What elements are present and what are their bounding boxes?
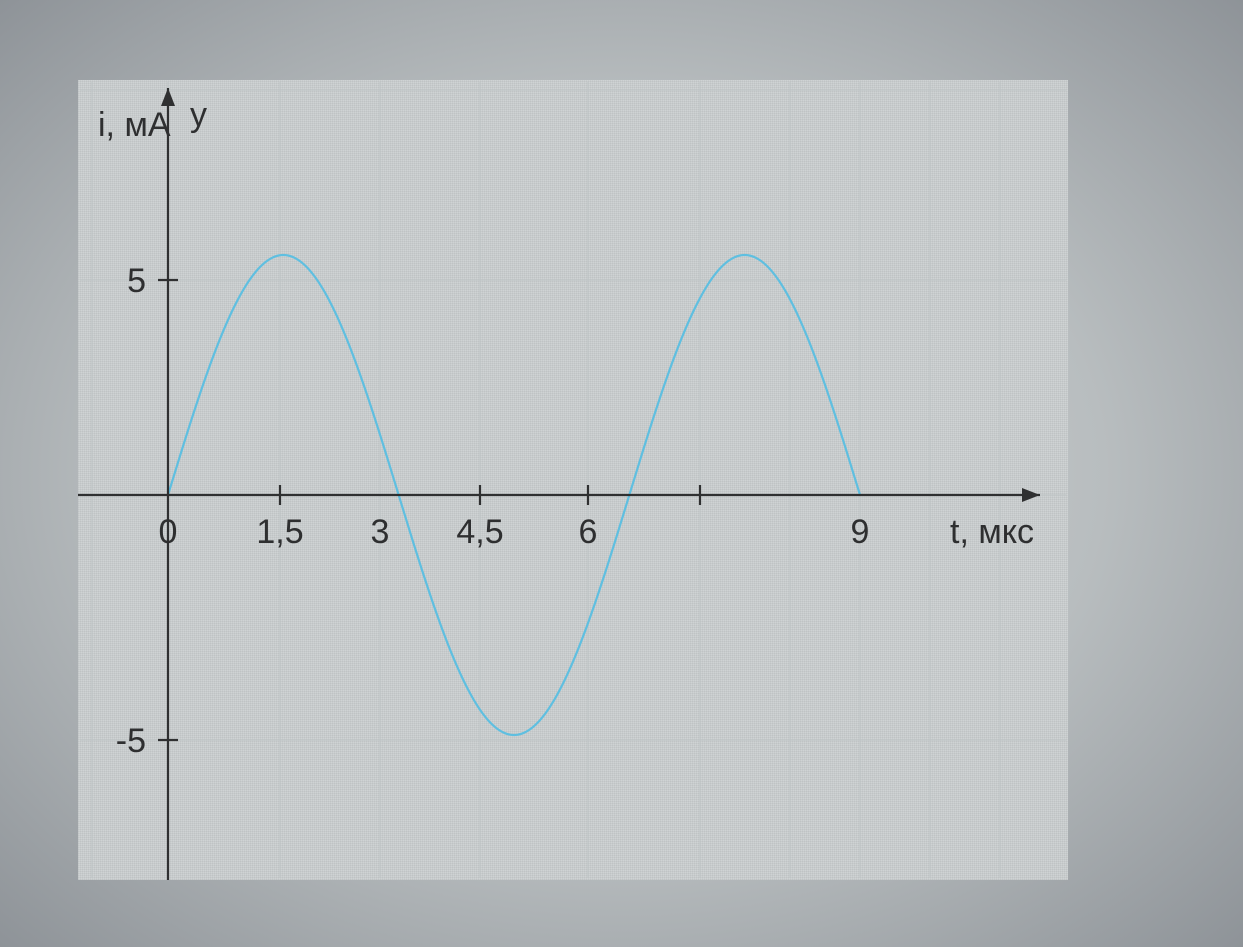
- chart-frame: 0 1,5 3 4,5 6 9 5 -5 i, мА y t, мкс: [78, 80, 1068, 880]
- y-axis-label-secondary: y: [190, 96, 207, 134]
- x-tick-label: 4,5: [456, 513, 503, 551]
- y-axis-label: i, мА: [98, 106, 171, 144]
- x-axis-arrow-icon: [1022, 488, 1040, 502]
- y-axis-arrow-icon: [161, 88, 175, 106]
- x-tick-label: 3: [371, 513, 390, 551]
- chart-svg: 0 1,5 3 4,5 6 9 5 -5 i, мА y t, мкс: [78, 80, 1068, 880]
- x-tick-label: 0: [159, 513, 178, 551]
- x-axis-label: t, мкс: [950, 513, 1034, 551]
- x-tick-label: 9: [851, 513, 870, 551]
- x-tick-label: 6: [579, 513, 598, 551]
- x-tick-label: 1,5: [256, 513, 303, 551]
- y-tick-label: -5: [116, 722, 146, 760]
- y-tick-label: 5: [127, 262, 146, 300]
